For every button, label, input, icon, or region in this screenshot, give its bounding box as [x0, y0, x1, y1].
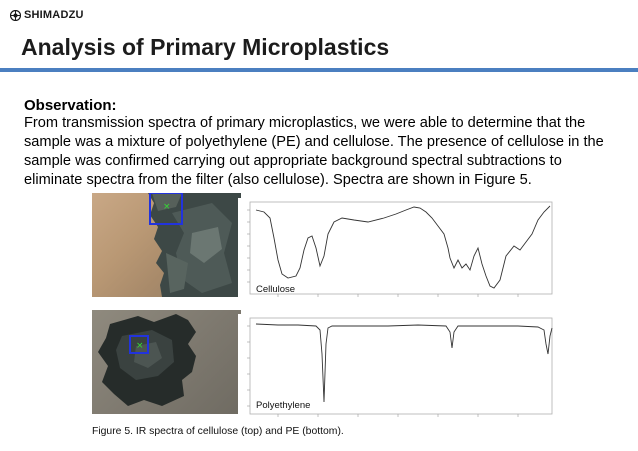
- title-divider: [0, 68, 638, 72]
- measurement-point-marker: ×: [136, 341, 144, 351]
- spectrum-frame: [249, 201, 553, 295]
- shimadzu-logo: SHIMADZU: [10, 9, 84, 21]
- polyethylene-spectrum: Polyethylene: [238, 314, 558, 422]
- polyethylene-micrograph: ×: [92, 310, 241, 414]
- polyethylene-trace: [255, 323, 553, 403]
- cellulose-spectrum: Cellulose: [238, 198, 558, 302]
- page-title: Analysis of Primary Microplastics: [21, 34, 390, 60]
- spectrum-frame: [249, 317, 553, 415]
- cellulose-micrograph: ×: [92, 193, 241, 297]
- shimadzu-logo-icon: [10, 9, 21, 21]
- measurement-box: [129, 335, 149, 354]
- logo-text: SHIMADZU: [24, 9, 84, 21]
- figure-caption: Figure 5. IR spectra of cellulose (top) …: [92, 426, 344, 437]
- cellulose-trace: [255, 205, 551, 289]
- measurement-point-marker: ×: [163, 202, 171, 212]
- observation-heading: Observation:: [24, 97, 117, 114]
- observation-text: From transmission spectra of primary mic…: [24, 115, 604, 188]
- polyethylene-label: Polyethylene: [256, 400, 311, 411]
- cellulose-label: Cellulose: [256, 284, 296, 295]
- measurement-box: [149, 193, 183, 225]
